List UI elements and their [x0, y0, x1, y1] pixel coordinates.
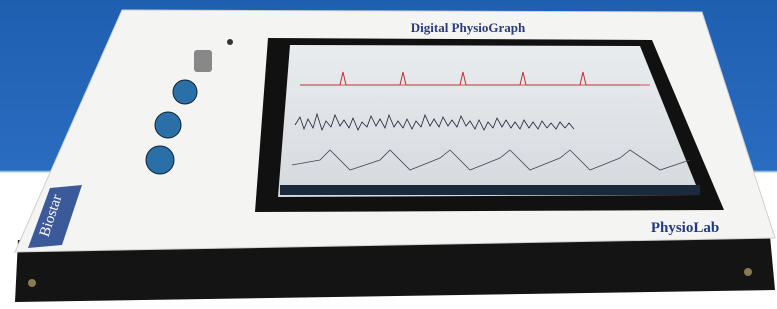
screw — [28, 279, 36, 287]
bnc-connector — [194, 50, 212, 72]
indicator — [227, 39, 233, 45]
photo: Digital PhysioGraph PhysioLab Biostar — [0, 0, 777, 309]
channel-socket — [146, 146, 174, 174]
brand-label: PhysioLab — [651, 220, 719, 236]
channel-socket — [155, 112, 181, 138]
channel-socket — [173, 80, 197, 104]
taskbar — [280, 185, 700, 195]
screw — [744, 268, 752, 276]
device-title: Digital PhysioGraph — [411, 20, 526, 35]
screen — [278, 45, 700, 197]
